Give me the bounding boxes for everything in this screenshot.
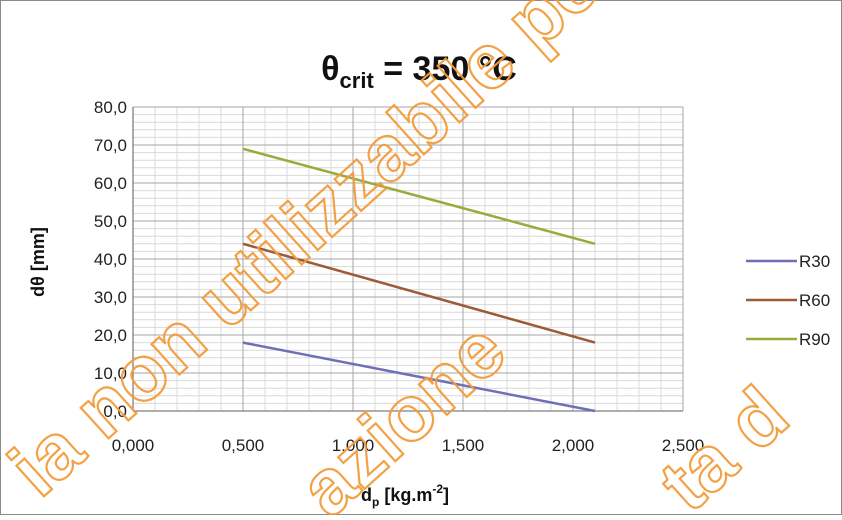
x-tick-label: 2,500 <box>662 436 705 455</box>
y-tick-label: 70,0 <box>94 136 127 155</box>
series-line-r30 <box>242 341 596 413</box>
y-tick-label: 0,0 <box>103 402 127 421</box>
legend-label-r90: R90 <box>799 330 830 349</box>
grid <box>132 106 684 412</box>
y-tick-label: 80,0 <box>94 98 127 117</box>
x-tick-label: 0,000 <box>112 436 155 455</box>
y-tick-label: 50,0 <box>94 212 127 231</box>
series-line-r60 <box>242 242 596 344</box>
x-tick-label: 1,500 <box>442 436 485 455</box>
y-axis-label: dθ [mm] <box>28 227 48 297</box>
x-tick-label: 0,500 <box>222 436 265 455</box>
series-line-r90 <box>242 147 596 246</box>
series-lines <box>242 147 596 413</box>
legend: R30 R60 R90 <box>746 252 830 349</box>
tick-labels: 0,0 10,0 20,0 30,0 40,0 50,0 60,0 70,0 80,0 0,000… <box>94 98 704 455</box>
chart-title: θcrit = 350 °C <box>321 50 517 93</box>
y-tick-label: 30,0 <box>94 288 127 307</box>
y-tick-label: 40,0 <box>94 250 127 269</box>
x-tick-label: 1,000 <box>332 436 375 455</box>
y-tick-label: 60,0 <box>94 174 127 193</box>
y-tick-label: 10,0 <box>94 364 127 383</box>
x-tick-label: 2,000 <box>552 436 595 455</box>
legend-label-r60: R60 <box>799 291 830 310</box>
x-axis-label: dp [kg.m-2] <box>361 482 449 509</box>
legend-label-r30: R30 <box>799 252 830 271</box>
y-tick-label: 20,0 <box>94 326 127 345</box>
